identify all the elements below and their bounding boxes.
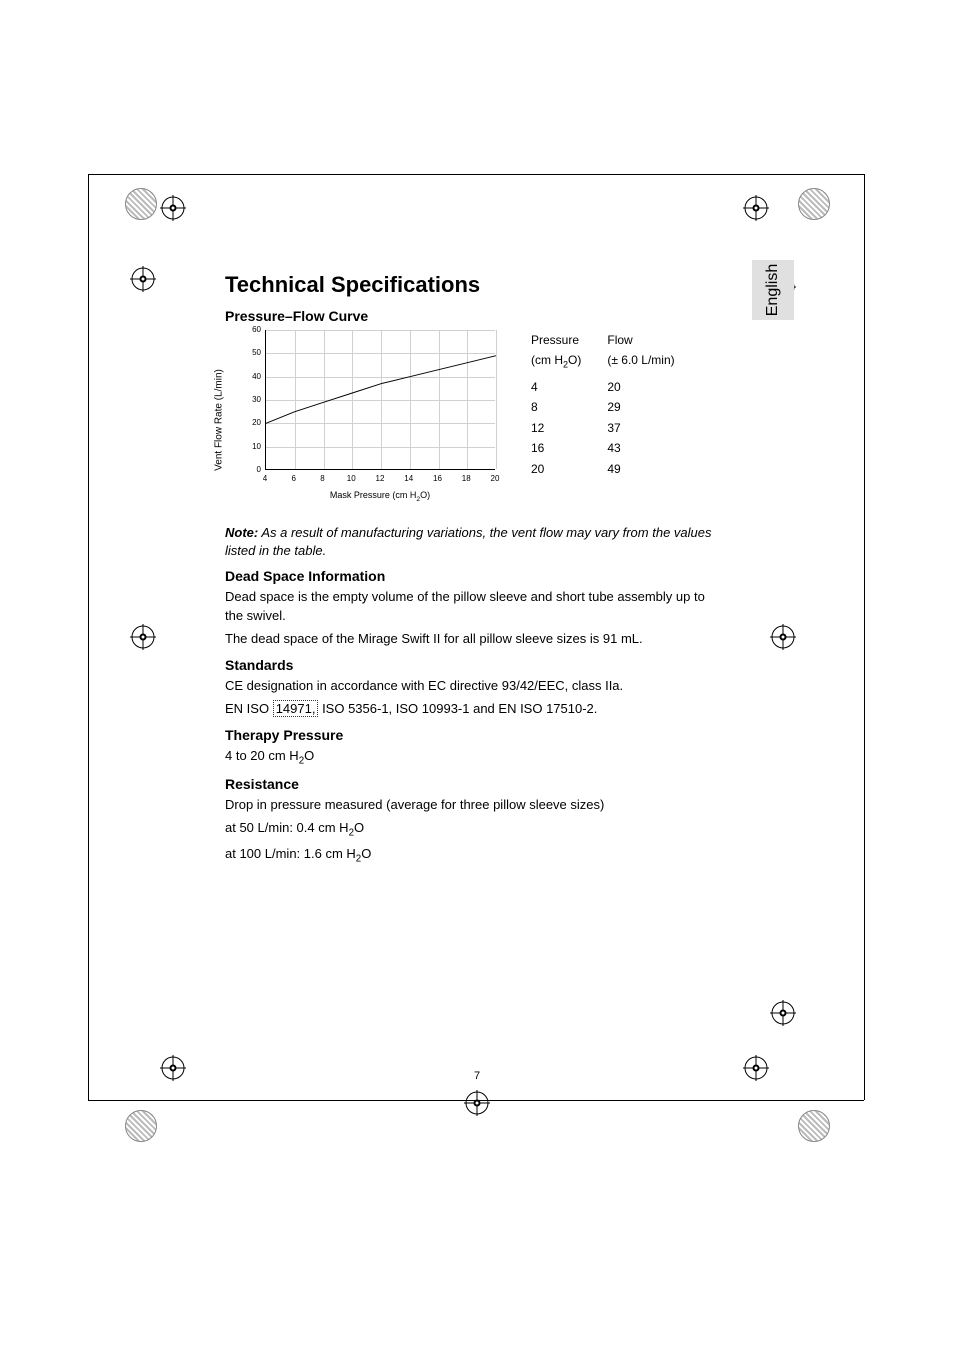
frame-line-left (88, 174, 89, 1100)
chart-x-tick: 16 (433, 474, 442, 483)
chart-x-tick: 14 (404, 474, 413, 483)
chart-y-tick: 60 (237, 325, 261, 334)
crop-hatch-br (798, 1110, 830, 1142)
registration-icon (770, 624, 796, 650)
language-tab: English (752, 260, 794, 320)
table-cell-pressure: 12 (531, 418, 607, 438)
table-cell-pressure: 16 (531, 438, 607, 458)
chart-x-tick: 4 (263, 474, 267, 483)
chart-x-tick: 8 (320, 474, 324, 483)
frame-line-right (864, 174, 865, 1100)
deadspace-text-2: The dead space of the Mirage Swift II fo… (225, 630, 715, 649)
chart-y-tick: 30 (237, 395, 261, 404)
standards-boxed: 14971, (273, 700, 319, 717)
table-cell-flow: 37 (607, 418, 700, 438)
note-label: Note: (225, 525, 258, 540)
heading-resistance: Resistance (225, 776, 715, 792)
registration-icon (743, 195, 769, 221)
chart-curve (266, 330, 496, 470)
table-header-pressure: Pressure (cm H2O) (531, 330, 607, 377)
chart-x-tick: 18 (462, 474, 471, 483)
table-cell-flow: 29 (607, 397, 700, 417)
deadspace-text-1: Dead space is the empty volume of the pi… (225, 588, 715, 626)
chart-x-tick: 10 (347, 474, 356, 483)
registration-icon (464, 1090, 490, 1116)
table-cell-pressure: 20 (531, 459, 607, 479)
chart-y-tick: 10 (237, 442, 261, 451)
note-text: As a result of manufacturing variations,… (225, 525, 712, 558)
chart-x-tick: 6 (292, 474, 296, 483)
standards-text-1: CE designation in accordance with EC dir… (225, 677, 715, 696)
table-cell-flow: 49 (607, 459, 700, 479)
language-label: English (764, 264, 782, 316)
heading-standards: Standards (225, 657, 715, 673)
therapy-text: 4 to 20 cm H2O (225, 747, 715, 769)
table-header-flow: Flow (± 6.0 L/min) (607, 330, 700, 377)
chart-y-tick: 50 (237, 348, 261, 357)
pressure-flow-chart: Vent Flow Rate (L/min) 0102030405060 468… (225, 330, 505, 510)
resistance-text-3: at 100 L/min: 1.6 cm H2O (225, 845, 715, 867)
pressure-flow-table: Pressure (cm H2O) Flow (± 6.0 L/min) 420… (531, 330, 701, 479)
heading-pressure-flow-curve: Pressure–Flow Curve (225, 308, 715, 324)
chart-x-tick: 20 (491, 474, 500, 483)
heading-dead-space: Dead Space Information (225, 568, 715, 584)
page: English Technical Specifications Pressur… (0, 0, 954, 1351)
table-row: 2049 (531, 459, 701, 479)
table-cell-flow: 20 (607, 377, 700, 397)
frame-line-top (88, 174, 864, 175)
chart-x-axis-label: Mask Pressure (cm H2O) (265, 490, 495, 503)
resistance-text-2: at 50 L/min: 0.4 cm H2O (225, 819, 715, 841)
chart-y-tick: 40 (237, 372, 261, 381)
note: Note: As a result of manufacturing varia… (225, 524, 715, 560)
table-row: 1237 (531, 418, 701, 438)
chart-y-axis-label: Vent Flow Rate (L/min) (214, 369, 225, 471)
resistance-text-1: Drop in pressure measured (average for t… (225, 796, 715, 815)
table-row: 1643 (531, 438, 701, 458)
crop-hatch-bl (125, 1110, 157, 1142)
crop-hatch-tl (125, 188, 157, 220)
standards-text-2: EN ISO 14971, ISO 5356-1, ISO 10993-1 an… (225, 700, 715, 719)
table-row: 420 (531, 377, 701, 397)
chart-x-tick: 12 (376, 474, 385, 483)
table-row: 829 (531, 397, 701, 417)
chart-y-tick: 0 (237, 465, 261, 474)
registration-icon (770, 1000, 796, 1026)
content: Technical Specifications Pressure–Flow C… (225, 272, 715, 871)
table-cell-pressure: 4 (531, 377, 607, 397)
page-number: 7 (0, 1070, 954, 1082)
heading-technical-specifications: Technical Specifications (225, 272, 715, 298)
registration-icon (130, 266, 156, 292)
table-cell-pressure: 8 (531, 397, 607, 417)
chart-plot-area (265, 330, 495, 470)
registration-icon (160, 195, 186, 221)
table-cell-flow: 43 (607, 438, 700, 458)
chart-y-tick: 20 (237, 418, 261, 427)
crop-hatch-tr (798, 188, 830, 220)
registration-icon (130, 624, 156, 650)
heading-therapy-pressure: Therapy Pressure (225, 727, 715, 743)
pressure-flow-block: Vent Flow Rate (L/min) 0102030405060 468… (225, 330, 715, 510)
